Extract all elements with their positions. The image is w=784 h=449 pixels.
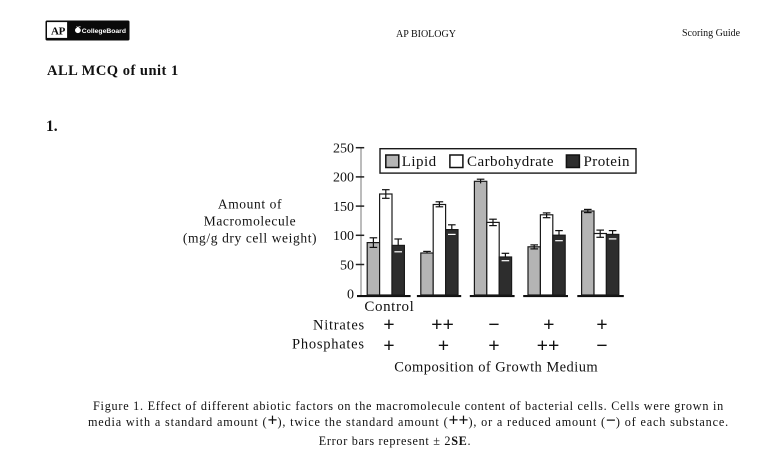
svg-text:200: 200 — [333, 171, 354, 186]
svg-text:Amount of: Amount of — [218, 196, 282, 211]
svg-text:AP: AP — [51, 25, 66, 37]
svg-text:+: + — [596, 314, 607, 336]
svg-text:Protein: Protein — [584, 154, 631, 170]
svg-text:(mg/g dry cell weight): (mg/g dry cell weight) — [183, 231, 317, 246]
svg-text:Lipid: Lipid — [402, 154, 437, 170]
svg-text:++: ++ — [537, 335, 560, 357]
svg-text:−: − — [488, 314, 499, 336]
svg-text:+: + — [383, 335, 394, 357]
svg-text:0: 0 — [347, 288, 354, 303]
svg-text:Control: Control — [364, 299, 414, 315]
svg-text:Phosphates: Phosphates — [292, 336, 365, 352]
svg-text:50: 50 — [340, 258, 354, 273]
svg-text:+: + — [383, 314, 394, 336]
svg-text:CollegeBoard: CollegeBoard — [82, 28, 126, 35]
svg-text:Composition of Growth Medium: Composition of Growth Medium — [394, 360, 598, 376]
svg-text:+: + — [488, 335, 499, 357]
svg-text:−: − — [596, 335, 607, 357]
svg-text:+: + — [438, 335, 449, 357]
svg-text:100: 100 — [333, 229, 354, 244]
svg-text:+: + — [543, 314, 554, 336]
svg-text:250: 250 — [333, 142, 354, 157]
svg-text:++: ++ — [431, 314, 454, 336]
svg-text:Carbohydrate: Carbohydrate — [467, 154, 554, 170]
svg-text:Nitrates: Nitrates — [313, 318, 365, 334]
svg-text:Macromolecule: Macromolecule — [204, 213, 297, 228]
svg-text:150: 150 — [333, 200, 354, 215]
